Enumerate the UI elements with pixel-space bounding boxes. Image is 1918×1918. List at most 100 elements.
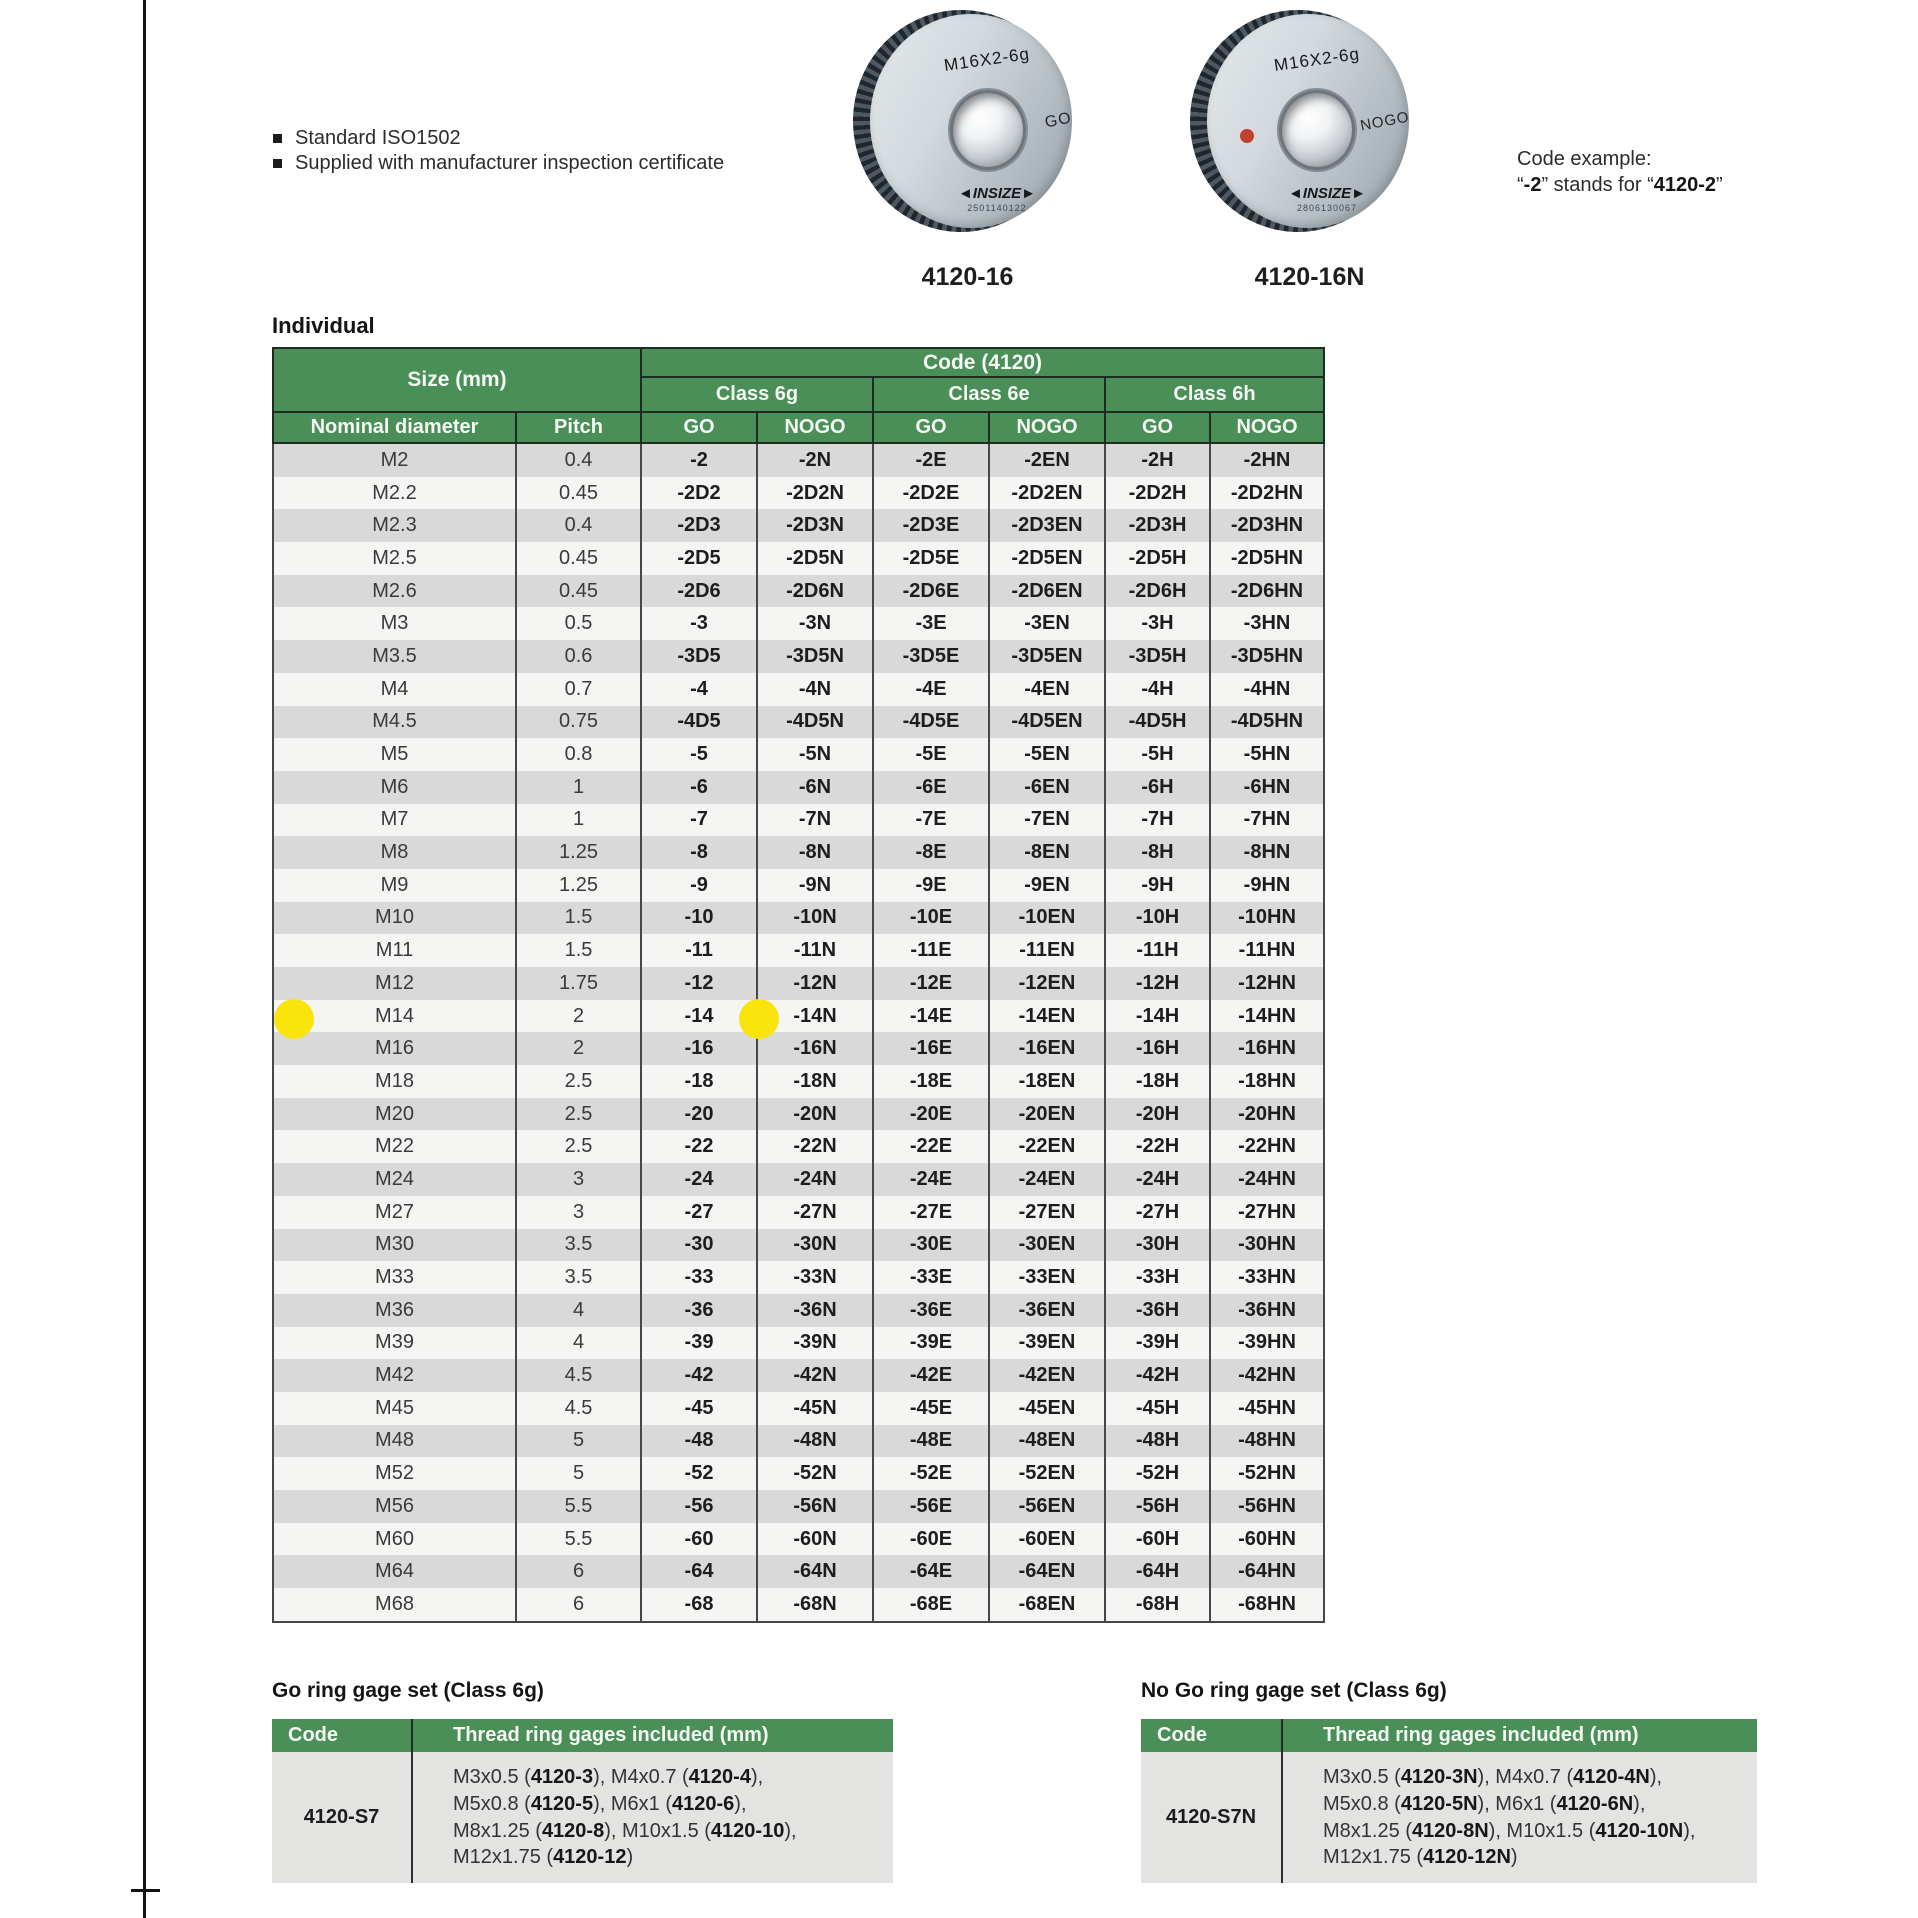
code-cell: -45E	[872, 1391, 990, 1425]
go-ring-gage-image: M16X2-6g GO ◄INSIZE► 2501140122	[853, 8, 1085, 236]
nogo-red-dot	[1240, 129, 1254, 143]
code-cell: -27E	[872, 1195, 990, 1229]
code-cell: -48HN	[1208, 1424, 1326, 1458]
code-cell: -11HN	[1208, 934, 1326, 967]
code-cell: -39H	[1104, 1326, 1211, 1360]
size-header: Size (mm)	[272, 347, 642, 413]
code-cell: -4D5HN	[1208, 705, 1326, 739]
code-cell: -39EN	[988, 1326, 1106, 1360]
pitch-cell: 4.5	[515, 1391, 642, 1425]
gage-line: M5x0.8 (4120-5), M6x1 (4120-6),	[453, 1792, 747, 1815]
pitch-cell: 0.4	[515, 443, 642, 477]
code-cell: -8E	[872, 836, 990, 869]
highlight-dot-nominal-m14	[274, 999, 314, 1039]
pitch-cell: 1	[515, 770, 642, 804]
code-cell: -30H	[1104, 1228, 1211, 1262]
code-cell: -68E	[872, 1588, 990, 1622]
nominal-diameter-cell: M2.2	[272, 476, 517, 510]
code-cell: -4D5N	[756, 705, 874, 739]
code-cell: -2D6N	[756, 574, 874, 608]
code-cell: -6EN	[988, 770, 1106, 804]
code-cell: -18EN	[988, 1065, 1106, 1098]
code-cell: -30HN	[1208, 1228, 1326, 1262]
code-cell: -36H	[1104, 1293, 1211, 1327]
code-cell: -20E	[872, 1097, 990, 1131]
code-cell: -56HN	[1208, 1490, 1326, 1523]
nogo-header: NOGO	[756, 411, 874, 444]
code-cell: -8HN	[1208, 836, 1326, 869]
code-cell: -42	[640, 1359, 758, 1392]
main-table-body: M2 0.4 -2 -2N -2E -2EN -2H -2HN M2.2 0.45 -2D2 -2D2…	[272, 443, 1326, 1622]
code-cell: -2D5E	[872, 542, 990, 575]
code-cell: -18E	[872, 1065, 990, 1098]
code-cell: -4D5	[640, 705, 758, 739]
code-cell: -11EN	[988, 934, 1106, 967]
code-cell: -30N	[756, 1228, 874, 1262]
pitch-cell: 4.5	[515, 1359, 642, 1392]
code-cell: -64	[640, 1555, 758, 1589]
code-cell: -64EN	[988, 1555, 1106, 1589]
pitch-cell: 2	[515, 1032, 642, 1066]
code-cell: -39	[640, 1326, 758, 1360]
code-cell: -9	[640, 868, 758, 902]
pitch-cell: 3.5	[515, 1261, 642, 1294]
code-cell: -18HN	[1208, 1065, 1326, 1098]
table-row: M30 3.5 -30 -30N -30E -30EN -30H -30HN	[272, 1228, 1326, 1262]
pitch-cell: 6	[515, 1555, 642, 1589]
code-cell: -2D2N	[756, 476, 874, 510]
thread-ring-gage-table: Size (mm) Code (4120) Class 6g Class 6e …	[272, 347, 1326, 1623]
code-cell: -3D5	[640, 640, 758, 673]
code-cell: -24HN	[1208, 1163, 1326, 1196]
code-cell: -16E	[872, 1032, 990, 1066]
code-cell: -20	[640, 1097, 758, 1131]
code-cell: -5N	[756, 738, 874, 771]
table-row: M60 5.5 -60 -60N -60E -60EN -60H -60HN	[272, 1522, 1326, 1556]
code-cell: -56	[640, 1490, 758, 1523]
table-row: M48 5 -48 -48N -48E -48EN -48H -48HN	[272, 1424, 1326, 1458]
code-cell: -60N	[756, 1522, 874, 1556]
ring-threaded-hole	[1279, 90, 1355, 170]
code-cell: -22E	[872, 1130, 990, 1164]
bullet-square-icon	[273, 159, 282, 168]
gages-column-header-label: Thread ring gages included (mm)	[453, 1724, 769, 1746]
bottom-margin-tick	[131, 1889, 160, 1892]
code-cell: -2H	[1104, 443, 1211, 477]
table-row: M2.3 0.4 -2D3 -2D3N -2D3E -2D3EN -2D3H -2D3HN	[272, 509, 1326, 543]
code-cell: -56E	[872, 1490, 990, 1523]
code-cell: -3D5N	[756, 640, 874, 673]
code-cell: -12HN	[1208, 967, 1326, 1000]
code-cell: -52EN	[988, 1457, 1106, 1490]
code-cell: -3	[640, 607, 758, 641]
code-column-header: Code	[272, 1719, 413, 1752]
nominal-diameter-cell: M2.3	[272, 509, 517, 543]
bullet-item: Supplied with manufacturer inspection ce…	[273, 151, 724, 176]
gage-line: M12x1.75 (4120-12N)	[1323, 1846, 1518, 1869]
code-cell: -14EN	[988, 999, 1106, 1033]
nominal-diameter-cell: M52	[272, 1457, 517, 1490]
code-cell: -52H	[1104, 1457, 1211, 1490]
table-row: M20 2.5 -20 -20N -20E -20EN -20H -20HN	[272, 1097, 1326, 1131]
nominal-diameter-header: Nominal diameter	[272, 411, 517, 444]
nominal-diameter-cell: M4.5	[272, 705, 517, 739]
table-row: M9 1.25 -9 -9N -9E -9EN -9H -9HN	[272, 868, 1326, 902]
code-cell: -42HN	[1208, 1359, 1326, 1392]
table-row: M24 3 -24 -24N -24E -24EN -24H -24HN	[272, 1163, 1326, 1196]
nominal-diameter-cell: M14	[272, 999, 517, 1033]
code-cell: -39N	[756, 1326, 874, 1360]
pitch-cell: 3	[515, 1195, 642, 1229]
nominal-diameter-cell: M3.5	[272, 640, 517, 673]
class-6g-header: Class 6g	[640, 376, 874, 413]
code-cell: -60	[640, 1522, 758, 1556]
nominal-diameter-cell: M12	[272, 967, 517, 1000]
nominal-diameter-cell: M42	[272, 1359, 517, 1392]
code-cell: -2D5EN	[988, 542, 1106, 575]
nominal-diameter-cell: M33	[272, 1261, 517, 1294]
code-cell: -5	[640, 738, 758, 771]
code-cell: -7	[640, 803, 758, 837]
nominal-diameter-cell: M24	[272, 1163, 517, 1196]
code-cell: -48E	[872, 1424, 990, 1458]
code-cell: -33EN	[988, 1261, 1106, 1294]
code-cell: -9N	[756, 868, 874, 902]
code-cell: -18	[640, 1065, 758, 1098]
code-cell: -7EN	[988, 803, 1106, 837]
